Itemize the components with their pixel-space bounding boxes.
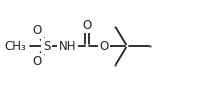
Text: CH₃: CH₃ bbox=[4, 39, 26, 53]
Text: O: O bbox=[99, 39, 109, 53]
Text: O: O bbox=[33, 24, 42, 37]
Text: O: O bbox=[33, 55, 42, 68]
Text: NH: NH bbox=[59, 39, 77, 53]
Text: S: S bbox=[43, 39, 51, 53]
Text: O: O bbox=[82, 18, 92, 32]
